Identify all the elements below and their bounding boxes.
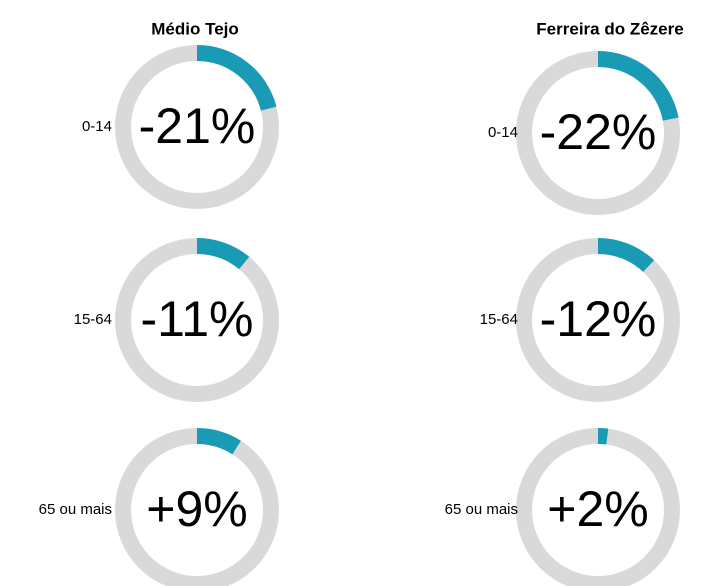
category-label: 15-64 — [74, 311, 112, 328]
chart-title: Médio Tejo — [151, 19, 239, 38]
donut-arc — [597, 428, 609, 445]
donut-arc — [597, 238, 655, 273]
chart-title: Ferreira do Zêzere — [536, 19, 683, 38]
category-label: 0-14 — [82, 118, 112, 135]
category-label: 65 ou mais — [445, 501, 518, 518]
value-label: +2% — [547, 481, 648, 537]
value-label: +9% — [146, 481, 247, 537]
donut-arc — [597, 51, 679, 121]
category-label: 0-14 — [488, 124, 518, 141]
donut-arc — [196, 45, 277, 111]
value-label: -21% — [139, 98, 256, 154]
value-label: -22% — [540, 104, 657, 160]
category-label: 15-64 — [480, 311, 518, 328]
donut-arc — [196, 238, 250, 270]
value-label: -11% — [140, 291, 253, 347]
donut-arc — [196, 428, 241, 455]
category-label: 65 ou mais — [39, 501, 112, 518]
value-label: -12% — [540, 291, 657, 347]
